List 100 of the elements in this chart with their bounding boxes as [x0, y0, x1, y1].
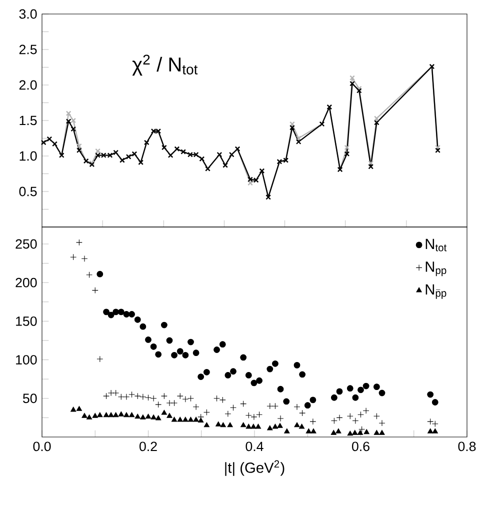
point: [198, 418, 204, 423]
point: [134, 414, 140, 419]
point: [224, 410, 232, 418]
point: [245, 412, 252, 419]
legend-label: $\mathrm{N}_{\mathrm{pp}}$: [426, 262, 446, 276]
point: [86, 414, 92, 420]
point: [378, 420, 386, 426]
point: [124, 412, 130, 418]
point: [336, 388, 343, 395]
point: [358, 386, 364, 394]
point: [112, 390, 120, 396]
point: [118, 308, 124, 316]
legend-label: $\mathrm{N}_{\mathrm{tot}}$: [426, 238, 447, 252]
point: [203, 368, 210, 376]
point: [128, 412, 135, 418]
point: [344, 144, 350, 150]
point: [230, 404, 236, 411]
point: [364, 429, 370, 434]
point: [112, 308, 120, 316]
point: [306, 428, 312, 434]
point: [188, 395, 194, 402]
point: [350, 80, 355, 86]
point: [92, 287, 98, 294]
point: [171, 352, 178, 358]
point: [70, 406, 76, 412]
point: [256, 411, 262, 418]
point: [198, 374, 204, 380]
point: [352, 394, 359, 401]
point: [70, 118, 76, 124]
point: [177, 416, 183, 422]
point: [374, 430, 380, 435]
point: [166, 400, 173, 406]
point: [81, 255, 88, 262]
point: [123, 394, 130, 400]
point: [250, 424, 256, 429]
point: [97, 412, 103, 418]
point: [344, 151, 350, 157]
x-tick-label: 0.8: [458, 442, 476, 452]
point: [108, 390, 114, 396]
point: [358, 411, 364, 418]
point: [145, 414, 152, 419]
point: [224, 372, 232, 378]
point: [428, 428, 434, 434]
point: [113, 412, 119, 418]
x-tick-label: 0.6: [352, 442, 370, 452]
point: [373, 412, 380, 420]
point: [277, 422, 283, 428]
point: [272, 360, 278, 367]
point: [330, 418, 338, 424]
x-tick-label: 0.2: [140, 442, 157, 452]
point: [70, 126, 76, 132]
point: [96, 356, 104, 362]
point: [220, 422, 226, 428]
point: [294, 362, 300, 368]
point: [192, 350, 200, 356]
legend-label: $\mathrm{N}_{\bar{\mathrm{p}}\mathrm{p}}$: [426, 284, 446, 299]
point: [86, 272, 92, 278]
point: [246, 424, 252, 429]
y-tick-label: 150: [16, 316, 37, 326]
annotation: χ$^{2}$ / N$_{tot}$: [132, 54, 198, 76]
point: [358, 426, 366, 432]
point: [357, 430, 364, 435]
point: [240, 354, 247, 361]
point: [346, 412, 354, 420]
point: [155, 401, 162, 408]
point: [76, 239, 82, 246]
y-tick-label: 0.5: [19, 186, 37, 196]
y-tick-label: 50: [23, 394, 37, 404]
point: [66, 110, 72, 116]
point: [294, 422, 300, 428]
point: [296, 136, 302, 141]
point: [310, 428, 316, 434]
point: [294, 404, 300, 410]
point: [182, 416, 188, 422]
point: [310, 396, 316, 404]
point: [255, 424, 262, 429]
y-tick-label: 1.5: [20, 116, 37, 126]
point: [427, 391, 434, 398]
point: [266, 402, 274, 410]
point: [203, 409, 210, 416]
point: [76, 143, 82, 149]
point: [330, 430, 336, 435]
point: [368, 160, 374, 166]
y-tick-label: 100: [16, 355, 37, 365]
point: [378, 390, 386, 396]
point: [304, 402, 311, 409]
point: [150, 414, 156, 420]
point: [140, 394, 146, 400]
point: [96, 270, 104, 278]
point: [103, 392, 110, 400]
point: [145, 336, 152, 343]
point: [277, 415, 284, 422]
point: [82, 412, 88, 418]
point: [310, 418, 316, 425]
point: [160, 392, 168, 400]
point: [227, 422, 233, 428]
y-tick-label: 250: [16, 239, 37, 249]
point: [204, 422, 210, 428]
point: [432, 428, 438, 434]
point: [214, 346, 220, 353]
